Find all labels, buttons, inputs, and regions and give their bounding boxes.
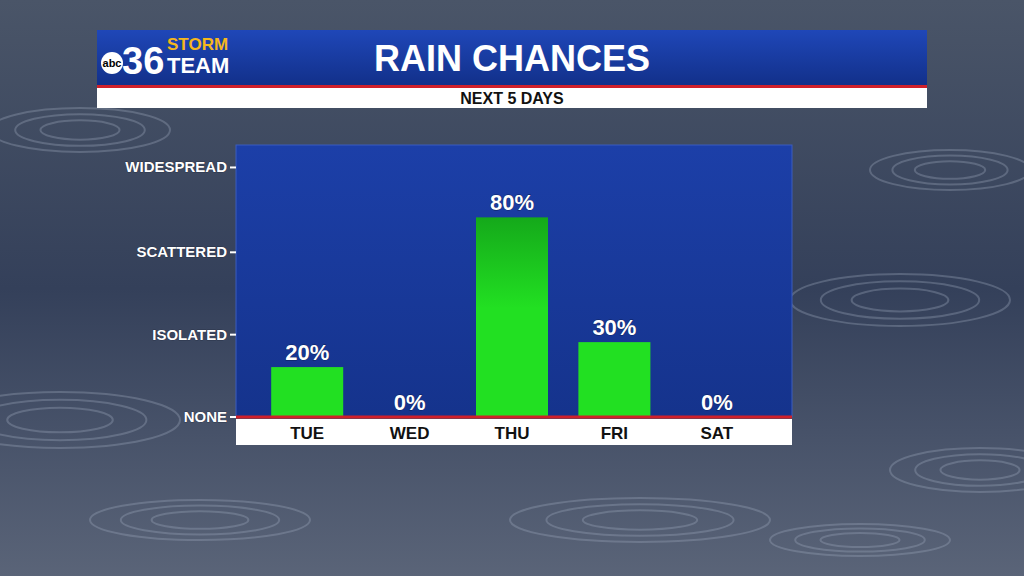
ripple [546,504,733,536]
data-label: 0% [394,390,426,415]
ripple [0,108,170,152]
ripple [820,533,899,547]
ripple [152,511,249,529]
background [0,0,1024,576]
bar [578,342,650,417]
ripple [892,156,1007,185]
ripple [890,448,1024,492]
y-tick-label: NONE [184,408,227,425]
y-tick [230,251,236,253]
ripple [7,408,113,433]
x-axis-line [236,416,792,419]
ripple [870,150,1024,190]
x-tick-label: SAT [700,424,733,443]
ripple [510,498,770,542]
logo-network: abc [103,57,122,69]
ripple [770,524,950,556]
y-tick-label: ISOLATED [152,326,227,343]
y-tick-label: WIDESPREAD [125,158,227,175]
ripple [90,500,310,540]
ripple [795,528,925,551]
ripple [915,454,1024,486]
ripple [0,392,180,448]
data-label: 0% [701,390,733,415]
x-tick-label: TUE [290,424,324,443]
x-tick-label: THU [495,424,530,443]
logo-badge [101,52,123,74]
ripple [915,161,985,179]
logo-line1: STORM [167,35,228,54]
data-label: 20% [285,340,329,365]
data-label: 80% [490,190,534,215]
logo-line2: TEAM [167,53,229,78]
ripple [15,114,145,146]
bars [271,217,650,417]
y-tick [230,334,236,336]
ripple [790,274,1010,326]
title: RAIN CHANCES [374,38,650,79]
bar [476,217,548,417]
chart-root: RAIN CHANCES NEXT 5 DAYS abc36STORMTEAM NON… [0,0,1024,576]
ripple [121,506,279,535]
ripple [0,400,146,440]
y-tick-label: SCATTERED [136,243,227,260]
subtitle: NEXT 5 DAYS [460,90,564,107]
plot-frame [236,145,792,417]
data-label: 30% [592,315,636,340]
logo-channel: 36 [122,40,164,82]
ripple [852,289,949,312]
y-tick [230,166,236,168]
ripple [821,281,979,318]
ripple [940,460,1019,479]
bar [271,367,343,417]
x-label-strip [236,419,792,445]
ripple [583,510,697,529]
y-tick [230,416,236,418]
x-tick-label: FRI [601,424,628,443]
x-tick-label: WED [390,424,430,443]
ripple [40,120,119,139]
subtitle-bar [97,88,927,108]
header-rule [97,85,927,88]
header-bar [97,30,927,85]
